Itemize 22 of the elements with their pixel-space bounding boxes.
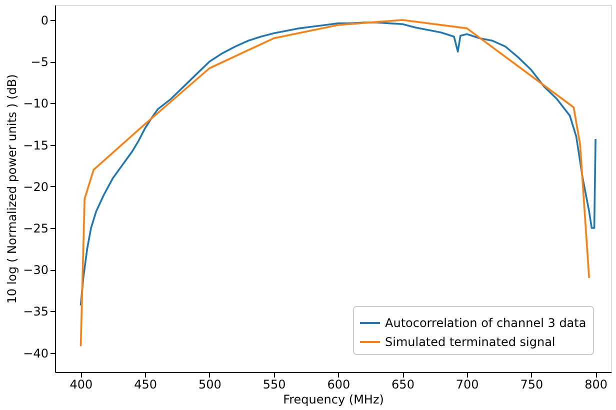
y-tick-label: −5 — [30, 55, 48, 70]
y-tick-label: −40 — [23, 346, 48, 360]
y-tick-label: −25 — [23, 222, 48, 236]
x-tick-label: 700 — [456, 378, 479, 392]
x-tick-label: 500 — [198, 378, 222, 392]
y-tick-label: −30 — [23, 263, 48, 278]
y-tick-label: −35 — [23, 304, 48, 319]
x-tick-label: 750 — [520, 378, 544, 392]
x-tick-label: 800 — [584, 378, 608, 392]
y-tick-label: −10 — [23, 96, 48, 111]
y-axis-title: 10 log ( Normalized power units ) (dB) — [5, 74, 20, 304]
y-tick-label: −20 — [23, 180, 48, 194]
x-tick-label: 400 — [70, 378, 93, 392]
x-tick-label: 450 — [134, 378, 158, 392]
y-tick-label: 0 — [40, 13, 48, 28]
legend-label: Autocorrelation of channel 3 data — [385, 316, 586, 330]
x-tick-label: 550 — [262, 378, 286, 392]
x-tick-label: 600 — [327, 378, 350, 392]
legend-label: Simulated terminated signal — [385, 335, 556, 349]
x-tick-label: 650 — [392, 378, 414, 392]
y-tick-label: −15 — [23, 138, 48, 152]
x-axis-title: Frequency (MHz) — [283, 392, 384, 406]
